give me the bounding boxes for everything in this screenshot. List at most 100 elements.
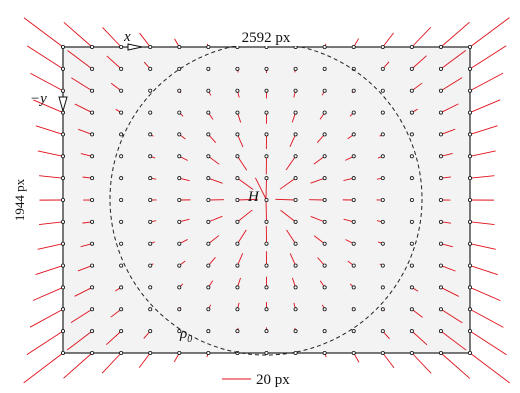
displacement-vector bbox=[275, 198, 296, 201]
grid-point bbox=[380, 45, 385, 50]
grid-point bbox=[90, 132, 95, 137]
grid-point bbox=[322, 66, 327, 71]
grid-point bbox=[148, 66, 153, 71]
grid-point bbox=[467, 88, 472, 93]
x-arrow bbox=[127, 43, 143, 51]
grid-point bbox=[467, 110, 472, 115]
displacement-vector bbox=[440, 352, 471, 379]
grid-point bbox=[467, 132, 472, 137]
grid-point bbox=[409, 110, 414, 115]
grid-point bbox=[206, 219, 211, 224]
grid-point bbox=[264, 66, 269, 71]
grid-point bbox=[235, 88, 240, 93]
displacement-vector bbox=[33, 99, 64, 113]
grid-point bbox=[206, 241, 211, 246]
grid-point bbox=[148, 241, 153, 246]
grid-point bbox=[351, 197, 356, 202]
grid-point bbox=[322, 88, 327, 93]
grid-point bbox=[322, 176, 327, 181]
grid-point bbox=[351, 285, 356, 290]
grid-point bbox=[438, 132, 443, 137]
grid-point bbox=[177, 154, 182, 159]
grid-point bbox=[409, 219, 414, 224]
grid-point bbox=[119, 176, 124, 181]
grid-point bbox=[322, 329, 327, 334]
grid-point bbox=[293, 307, 298, 312]
displacement-vector bbox=[469, 72, 504, 92]
displacement-vector bbox=[63, 21, 93, 48]
displacement-vector bbox=[382, 352, 395, 369]
grid-point bbox=[90, 329, 95, 334]
displacement-vector bbox=[74, 287, 93, 297]
grid-point bbox=[61, 263, 66, 268]
grid-point bbox=[438, 263, 443, 268]
grid-point bbox=[467, 45, 472, 50]
grid-point bbox=[293, 263, 298, 268]
displacement-vector bbox=[411, 352, 432, 374]
displacement-vector bbox=[440, 308, 463, 324]
grid-point bbox=[380, 307, 385, 312]
displacement-vector bbox=[440, 265, 456, 272]
grid-point bbox=[177, 263, 182, 268]
grid-point bbox=[351, 176, 356, 181]
grid-point bbox=[119, 132, 124, 137]
grid-point bbox=[235, 110, 240, 115]
grid-point bbox=[235, 154, 240, 159]
displacement-vector bbox=[440, 49, 467, 70]
grid-point bbox=[351, 45, 356, 50]
grid-point bbox=[206, 329, 211, 334]
grid-point bbox=[148, 350, 153, 355]
grid-point bbox=[235, 176, 240, 181]
grid-point bbox=[148, 45, 153, 50]
displacement-vector bbox=[23, 352, 64, 384]
grid-point bbox=[293, 110, 298, 115]
grid-point bbox=[264, 132, 269, 137]
displacement-vector bbox=[469, 287, 501, 302]
grid-point bbox=[177, 329, 182, 334]
displacement-vector bbox=[23, 17, 64, 48]
x-axis-label: x bbox=[123, 29, 131, 45]
displacement-vector bbox=[285, 156, 296, 171]
grid-point bbox=[264, 307, 269, 312]
grid-point bbox=[380, 219, 385, 224]
grid-point bbox=[409, 45, 414, 50]
displacement-vector bbox=[208, 177, 223, 184]
grid-point bbox=[61, 329, 66, 334]
displacement-vector bbox=[74, 103, 93, 113]
grid-point bbox=[61, 88, 66, 93]
displacement-vector bbox=[310, 177, 325, 184]
grid-point bbox=[206, 132, 211, 137]
grid-point bbox=[235, 219, 240, 224]
displacement-vector bbox=[26, 45, 64, 70]
grid-point bbox=[467, 197, 472, 202]
grid-point bbox=[322, 110, 327, 115]
displacement-vector bbox=[32, 287, 64, 301]
grid-point bbox=[177, 88, 182, 93]
grid-point bbox=[351, 307, 356, 312]
displacement-vector bbox=[440, 77, 463, 92]
grid-point bbox=[351, 154, 356, 159]
radius-subscript: 0 bbox=[187, 334, 192, 345]
grid-point bbox=[177, 110, 182, 115]
grid-point bbox=[90, 154, 95, 159]
displacement-vector bbox=[440, 330, 467, 351]
grid-point bbox=[148, 88, 153, 93]
grid-point bbox=[438, 241, 443, 246]
displacement-vector bbox=[208, 215, 223, 223]
grid-point bbox=[177, 285, 182, 290]
grid-point bbox=[293, 132, 298, 137]
displacement-vector bbox=[66, 330, 93, 351]
displacement-vector bbox=[67, 50, 93, 70]
grid-point bbox=[438, 329, 443, 334]
grid-point bbox=[264, 329, 269, 334]
grid-point bbox=[148, 132, 153, 137]
grid-point bbox=[438, 176, 443, 181]
displacement-vector bbox=[237, 229, 247, 244]
grid-point bbox=[206, 285, 211, 290]
grid-point bbox=[235, 66, 240, 71]
grid-point bbox=[409, 307, 414, 312]
grid-point bbox=[264, 154, 269, 159]
displacement-vector bbox=[280, 209, 296, 223]
label-bg bbox=[228, 28, 304, 46]
grid-point bbox=[322, 350, 327, 355]
